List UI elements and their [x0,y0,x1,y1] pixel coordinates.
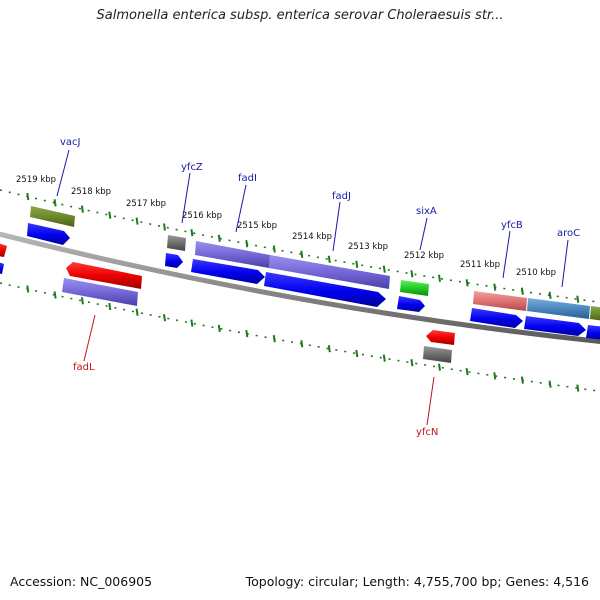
gene-fadi-feature[interactable] [195,241,270,268]
gene-partial-left-blue[interactable] [0,262,4,274]
upper-major-tick [190,229,194,237]
topology-text: Topology: circular; Length: 4,755,700 bp… [245,574,589,589]
gene-aroc-feature[interactable] [527,298,590,319]
gene-yfcz-feature[interactable] [167,235,186,251]
kbp-label-2514: 2514 kbp [292,232,332,242]
map-title: Salmonella enterica subsp. enterica sero… [96,8,504,23]
lower-major-tick [438,363,441,371]
upper-major-tick [272,245,276,253]
upper-major-tick [245,240,249,248]
gene-arrow-fadj[interactable] [264,272,386,307]
gene-fadl-arrow[interactable] [66,262,142,289]
lower-major-tick [520,376,524,384]
lower-major-tick [53,291,57,299]
gene-arrow-vacj[interactable] [27,223,70,245]
gene-label-vacj[interactable]: vacJ [60,137,81,148]
gene-label-fadi[interactable]: fadI [238,173,257,184]
leader-lines-upper [56,149,569,288]
kbp-label-2510: 2510 kbp [516,268,556,278]
lower-major-tick [465,367,469,376]
lower-major-tick [300,340,304,348]
lower-major-tick [245,329,249,338]
lower-major-tick [163,314,166,322]
upper-major-tick [327,255,331,263]
gene-label-fadj[interactable]: fadJ [332,191,351,202]
lower-major-tick [548,380,552,388]
gene-fadj-feature[interactable] [269,255,390,289]
kbp-label-2512: 2512 kbp [404,251,444,261]
upper-major-tick [410,270,414,278]
leader-lines-lower [83,314,435,426]
upper-major-tick [53,199,57,207]
kbp-label-2518: 2518 kbp [71,187,111,197]
kbp-label-2517: 2517 kbp [126,199,166,209]
genome-backbone [0,231,600,344]
upper-major-tick [520,287,524,295]
gene-arrow-partial-right[interactable] [586,325,600,340]
gene-arrow-fadi[interactable] [191,259,265,284]
lower-major-tick [190,319,194,327]
upper-major-tick [108,211,112,219]
gene-yfcn-feature[interactable] [423,346,452,363]
lower-major-tick [272,335,276,343]
lower-major-tick [80,297,84,305]
lower-major-tick [382,354,386,362]
upper-major-tick [465,279,469,287]
gene-yfcb-feature[interactable] [473,291,527,311]
kbp-label-2516: 2516 kbp [182,211,222,221]
kbp-label-2519: 2519 kbp [16,175,56,185]
tick-marks-upper [26,192,580,303]
upper-major-tick [217,234,221,242]
gene-fadl-feature[interactable] [62,278,138,306]
lower-major-tick [217,324,221,333]
gene-arrow-yfcz[interactable] [165,253,183,268]
upper-major-tick [548,291,552,299]
upper-major-tick [355,260,359,268]
lower-major-tick [493,372,497,380]
kbp-label-2515: 2515 kbp [237,221,277,231]
gene-label-fadl[interactable]: fadL [73,362,95,373]
gene-label-yfcb[interactable]: yfcB [501,220,523,231]
gene-yfcn-arrow[interactable] [426,330,455,345]
upper-major-tick [493,283,497,291]
gene-label-yfcz[interactable]: yfcZ [181,162,203,173]
gene-label-aroc[interactable]: aroC [557,228,580,239]
lower-major-tick [355,349,359,358]
accession-text: Accession: NC_006905 [10,574,153,589]
upper-major-tick [576,295,580,303]
gene-partial-olive[interactable] [590,306,600,321]
tick-marks-lower [26,285,580,392]
lower-major-tick [135,308,139,316]
gene-label-yfcn[interactable]: yfcN [416,427,438,438]
lower-major-tick [410,359,414,367]
lower-major-tick [108,302,112,311]
lower-major-tick [327,345,331,353]
lower-major-tick [26,285,30,293]
upper-major-tick [438,274,441,282]
upper-major-tick [300,250,304,258]
upper-major-tick [26,192,30,201]
gene-arrow-yfcb[interactable] [470,308,523,328]
gene-sixa-feature[interactable] [400,280,429,296]
upper-major-tick [163,223,166,231]
gene-vacj-feature[interactable] [30,206,75,227]
kbp-label-2511: 2511 kbp [460,260,500,270]
upper-major-tick [80,205,84,213]
gene-arrow-aroc[interactable] [524,316,586,336]
upper-major-tick [382,265,386,273]
gene-label-sixa[interactable]: sixA [416,206,437,217]
gene-partial-left-red[interactable] [0,243,7,257]
kbp-label-2513: 2513 kbp [348,242,388,252]
upper-major-tick [135,217,139,225]
gene-arrow-sixa[interactable] [397,296,425,312]
lower-major-tick [576,384,580,392]
